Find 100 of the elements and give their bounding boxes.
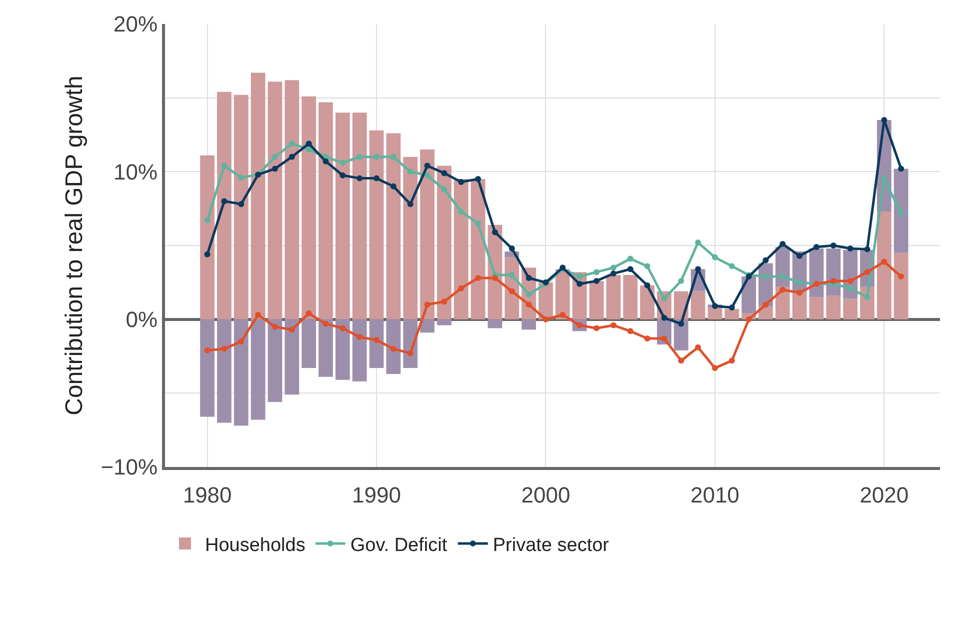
bar xyxy=(826,296,841,320)
point xyxy=(661,296,668,302)
bar xyxy=(420,150,434,320)
bar xyxy=(420,319,434,333)
point xyxy=(780,274,786,280)
point xyxy=(390,346,396,352)
x-tick-label: 1990 xyxy=(352,482,401,508)
point xyxy=(407,168,414,175)
bar xyxy=(589,280,604,320)
point xyxy=(746,316,752,322)
y-axis-title: Contribution to real GDP growth xyxy=(60,76,88,416)
point xyxy=(458,285,464,292)
point xyxy=(695,344,702,350)
point xyxy=(356,175,363,182)
point xyxy=(847,245,854,252)
point xyxy=(610,322,616,328)
bar xyxy=(217,92,232,320)
point xyxy=(390,154,396,160)
point xyxy=(576,274,583,280)
point xyxy=(610,264,616,271)
point xyxy=(508,288,515,294)
point xyxy=(272,166,278,172)
point xyxy=(847,278,854,284)
point xyxy=(728,358,735,364)
point xyxy=(288,140,295,147)
point xyxy=(712,365,718,372)
point xyxy=(204,251,210,258)
bar xyxy=(386,133,401,320)
point xyxy=(712,254,718,260)
bar xyxy=(250,72,266,320)
point xyxy=(678,358,684,364)
point xyxy=(678,278,684,284)
point xyxy=(780,286,786,293)
bar xyxy=(792,291,807,320)
point xyxy=(475,176,482,182)
point xyxy=(661,336,668,342)
point xyxy=(830,278,836,284)
point xyxy=(695,240,702,246)
point xyxy=(762,274,769,280)
point xyxy=(712,303,718,310)
bar xyxy=(335,319,350,380)
legend-label: Households xyxy=(205,534,306,556)
point xyxy=(238,174,244,181)
bar xyxy=(742,276,756,314)
x-tick-label: 2000 xyxy=(521,482,570,508)
point xyxy=(288,326,295,333)
bar xyxy=(606,275,621,320)
x-tick-label: 2020 xyxy=(860,482,909,508)
point xyxy=(322,320,329,327)
point xyxy=(526,274,532,281)
point xyxy=(221,346,228,352)
bar xyxy=(437,166,452,320)
point xyxy=(441,170,448,176)
bar xyxy=(690,291,706,320)
point xyxy=(340,325,346,332)
point xyxy=(796,290,803,296)
point xyxy=(272,154,278,160)
point xyxy=(594,278,600,284)
point xyxy=(864,294,870,300)
bar xyxy=(318,102,333,320)
point xyxy=(441,186,448,192)
y-tick-label: −10% xyxy=(100,454,158,480)
point xyxy=(728,304,735,311)
bar xyxy=(674,319,688,350)
point xyxy=(898,210,904,216)
bar xyxy=(403,156,418,320)
bar xyxy=(369,130,384,320)
bar xyxy=(234,94,248,320)
point xyxy=(424,172,430,178)
point xyxy=(796,252,803,259)
bar xyxy=(234,319,248,426)
point xyxy=(864,246,870,252)
point xyxy=(356,334,363,340)
bar xyxy=(200,155,214,320)
bar xyxy=(284,80,300,320)
point xyxy=(288,154,295,160)
bar xyxy=(352,319,367,382)
point xyxy=(306,146,312,153)
legend-label: Private sector xyxy=(492,534,610,556)
point xyxy=(526,291,532,298)
bar xyxy=(876,212,892,320)
x-tick-label: 2010 xyxy=(690,482,740,508)
bar xyxy=(386,319,401,374)
point xyxy=(898,274,904,280)
point xyxy=(356,154,363,160)
bar xyxy=(843,298,858,320)
bar xyxy=(335,112,350,320)
point xyxy=(864,269,870,276)
point xyxy=(678,320,684,327)
x-tick-label: 1980 xyxy=(182,482,232,508)
bar xyxy=(640,285,654,320)
point xyxy=(508,272,515,278)
point xyxy=(374,175,380,182)
point xyxy=(322,158,329,164)
point xyxy=(898,166,904,172)
bar xyxy=(522,319,536,330)
point xyxy=(238,201,244,208)
point xyxy=(881,258,888,265)
y-tick-label: 0% xyxy=(126,307,158,332)
point xyxy=(492,274,498,281)
